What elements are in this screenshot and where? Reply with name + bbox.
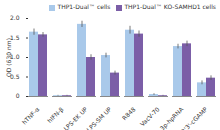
svg-text:0.5: 0.5 <box>10 72 20 80</box>
svg-text:LPS-EK UP: LPS-EK UP <box>62 105 89 130</box>
svg-text:R848: R848 <box>121 105 137 121</box>
svg-text:OD (630 nm): OD (630 nm) <box>5 38 12 77</box>
svg-text:0: 0 <box>16 92 20 99</box>
svg-text:hTNF-α: hTNF-α <box>20 105 40 125</box>
svg-text:1.0: 1.0 <box>10 53 20 61</box>
html-text:THP1-Dual™ KO-SAMHD1 cells: THP1-Dual™ KO-SAMHD1 cells <box>124 3 216 11</box>
svg-text:VacV-70: VacV-70 <box>139 105 161 127</box>
svg-text:2.0: 2.0 <box>10 14 20 21</box>
svg-text:2'3'-cGAMP: 2'3'-cGAMP <box>180 105 209 130</box>
svg-text:LPS-SM UP: LPS-SM UP <box>85 105 113 130</box>
html-text:THP1-Dual™ cells: THP1-Dual™ cells <box>57 3 111 11</box>
svg-text:hIFN-β: hIFN-β <box>46 105 66 125</box>
svg-text:1.5: 1.5 <box>10 33 20 41</box>
